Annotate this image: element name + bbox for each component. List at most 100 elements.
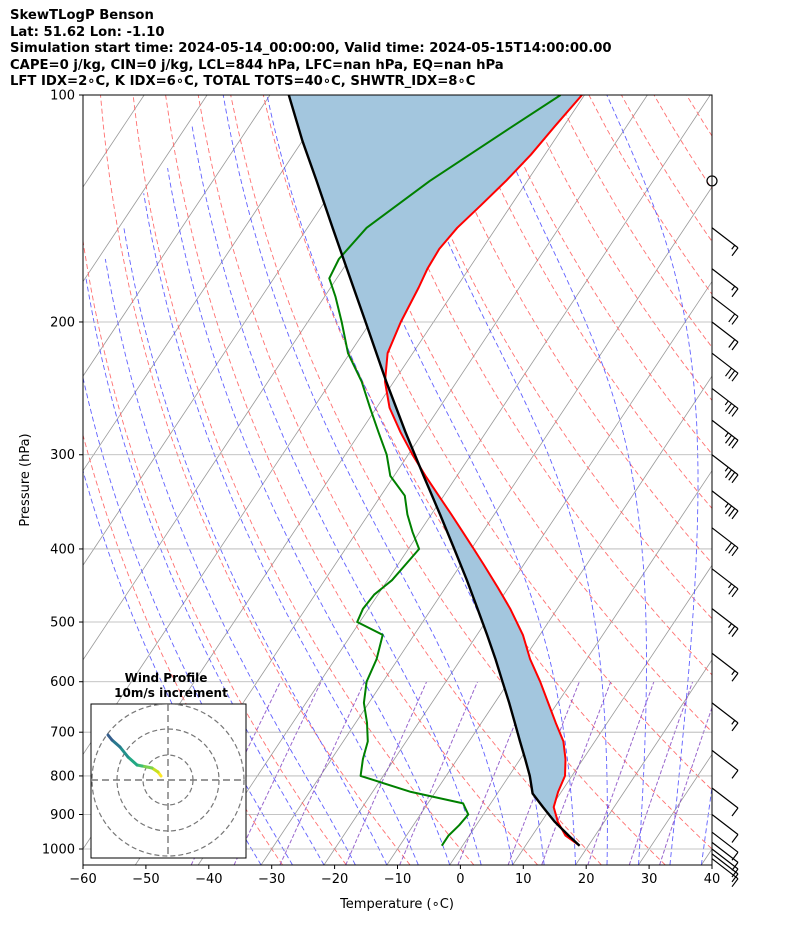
x-tick-label: −60 bbox=[69, 872, 96, 887]
wind-barb-half bbox=[731, 670, 736, 676]
mixing-ratio-line bbox=[279, 681, 365, 865]
wind-barb-flag bbox=[725, 542, 732, 552]
mixing-ratio-line bbox=[233, 681, 322, 865]
wind-barb-flag bbox=[725, 434, 732, 444]
wind-barb-flag bbox=[731, 288, 739, 298]
moist-adiabat bbox=[104, 258, 356, 865]
wind-barb-shaft bbox=[711, 858, 739, 880]
wind-barb-flag bbox=[728, 370, 736, 380]
y-tick-label: 200 bbox=[50, 315, 75, 330]
title-line-3: Simulation start time: 2024-05-14_00:00:… bbox=[10, 41, 612, 56]
wind-barb-flag bbox=[731, 868, 739, 878]
moist-adiabat bbox=[321, 95, 577, 865]
wind-barb-flag bbox=[731, 672, 739, 682]
wind-barb-flag bbox=[731, 316, 739, 325]
y-tick-label: 300 bbox=[50, 448, 75, 463]
isotherm bbox=[83, 95, 334, 472]
isotherm bbox=[638, 753, 712, 865]
wind-barb-shaft bbox=[711, 814, 739, 835]
wind-barb-flag bbox=[731, 588, 739, 598]
wind-barb-half bbox=[724, 466, 729, 472]
dry-adiabat bbox=[83, 433, 283, 865]
isotherm bbox=[83, 95, 208, 283]
wind-barb-half bbox=[731, 244, 736, 250]
isotherm bbox=[512, 564, 712, 865]
temperature-line bbox=[384, 95, 583, 847]
isotherm bbox=[83, 95, 271, 377]
wind-barb-half bbox=[731, 285, 736, 291]
wind-barb-flag bbox=[731, 247, 739, 257]
y-tick-label: 400 bbox=[50, 542, 75, 557]
wind-barb-shaft bbox=[711, 387, 739, 409]
dry-adiabat bbox=[425, 95, 712, 564]
wind-barb-flag bbox=[731, 408, 739, 417]
x-tick-label: −50 bbox=[132, 872, 159, 887]
wind-barb-shaft bbox=[711, 268, 739, 290]
wind-barb-flag bbox=[725, 469, 732, 479]
wind-barb-shaft bbox=[711, 749, 739, 771]
hodograph-segment bbox=[140, 764, 154, 770]
wind-barb-flag bbox=[731, 628, 739, 638]
wind-barb-half bbox=[728, 583, 732, 589]
wind-barb-flag bbox=[731, 834, 739, 843]
dry-adiabat bbox=[83, 237, 347, 865]
wind-barb-shaft bbox=[711, 608, 739, 630]
wind-barb-shaft bbox=[711, 831, 739, 853]
isotherm bbox=[0, 95, 81, 865]
wind-barb-flag bbox=[728, 625, 736, 635]
dry-adiabat bbox=[621, 95, 712, 243]
wind-barb-flag bbox=[728, 585, 736, 595]
wind-profile-inset: Wind Profile 10m/s increment bbox=[90, 671, 247, 859]
wind-barb-shaft bbox=[711, 227, 739, 249]
wind-barb-shaft bbox=[711, 454, 739, 476]
dry-adiabat bbox=[686, 95, 712, 137]
dry-adiabat bbox=[555, 95, 712, 348]
y-tick-label: 500 bbox=[50, 616, 75, 631]
moist-adiabat bbox=[191, 126, 482, 865]
cape-cin-shading bbox=[288, 95, 582, 846]
y-tick-label: 800 bbox=[50, 769, 75, 784]
wind-barb-flag bbox=[728, 405, 736, 415]
dry-adiabat bbox=[295, 95, 712, 791]
y-tick-label: 1000 bbox=[42, 843, 75, 858]
wind-barb-flag bbox=[731, 873, 739, 883]
mixing-ratio-line bbox=[399, 681, 479, 865]
y-tick-label: 900 bbox=[50, 808, 75, 823]
title-line-1: SkewTLogP Benson bbox=[10, 8, 154, 23]
wind-barb-flag bbox=[731, 510, 739, 520]
dry-adiabat bbox=[653, 95, 712, 190]
wind-barb-half bbox=[728, 623, 732, 629]
mixing-ratio-line bbox=[345, 681, 428, 865]
wind-barb-shaft bbox=[711, 853, 739, 875]
moist-adiabat bbox=[143, 193, 419, 865]
title-line-5: LFT IDX=2∘C, K IDX=6∘C, TOTAL TOTS=40∘C,… bbox=[10, 74, 476, 89]
wind-barb-shaft bbox=[711, 295, 739, 317]
wind-barb-flag bbox=[728, 508, 736, 517]
parcel-line bbox=[287, 95, 581, 847]
hodograph-segment bbox=[126, 755, 139, 767]
y-axis-label: Pressure (hPa) bbox=[18, 433, 33, 526]
x-tick-label: −20 bbox=[321, 872, 348, 887]
wind-barb-flag bbox=[731, 474, 739, 484]
x-tick-label: −40 bbox=[195, 872, 222, 887]
wind-barb-shaft bbox=[711, 490, 739, 512]
wind-barb-shaft bbox=[711, 841, 739, 863]
dry-adiabat bbox=[100, 95, 411, 865]
hodograph-ring bbox=[91, 704, 245, 857]
calm-wind-circle bbox=[706, 175, 718, 187]
y-tick-label: 700 bbox=[50, 726, 75, 741]
isotherm bbox=[701, 848, 712, 865]
title-line-4: CAPE=0 j/kg, CIN=0 j/kg, LCL=844 hPa, LF… bbox=[10, 57, 504, 73]
wind-barb-shaft bbox=[711, 652, 739, 674]
wind-barb-half bbox=[724, 400, 729, 406]
wind-barb-flag bbox=[728, 471, 736, 481]
dewpoint-line bbox=[328, 95, 562, 847]
wind-barb-half bbox=[724, 432, 729, 438]
x-tick-label: 10 bbox=[515, 872, 532, 887]
wind-barb-shaft bbox=[711, 702, 739, 724]
mixing-ratio-line bbox=[541, 681, 612, 865]
isotherm bbox=[323, 280, 712, 865]
x-tick-label: 20 bbox=[578, 872, 595, 887]
x-tick-label: −10 bbox=[384, 872, 411, 887]
moist-adiabat bbox=[167, 168, 451, 865]
